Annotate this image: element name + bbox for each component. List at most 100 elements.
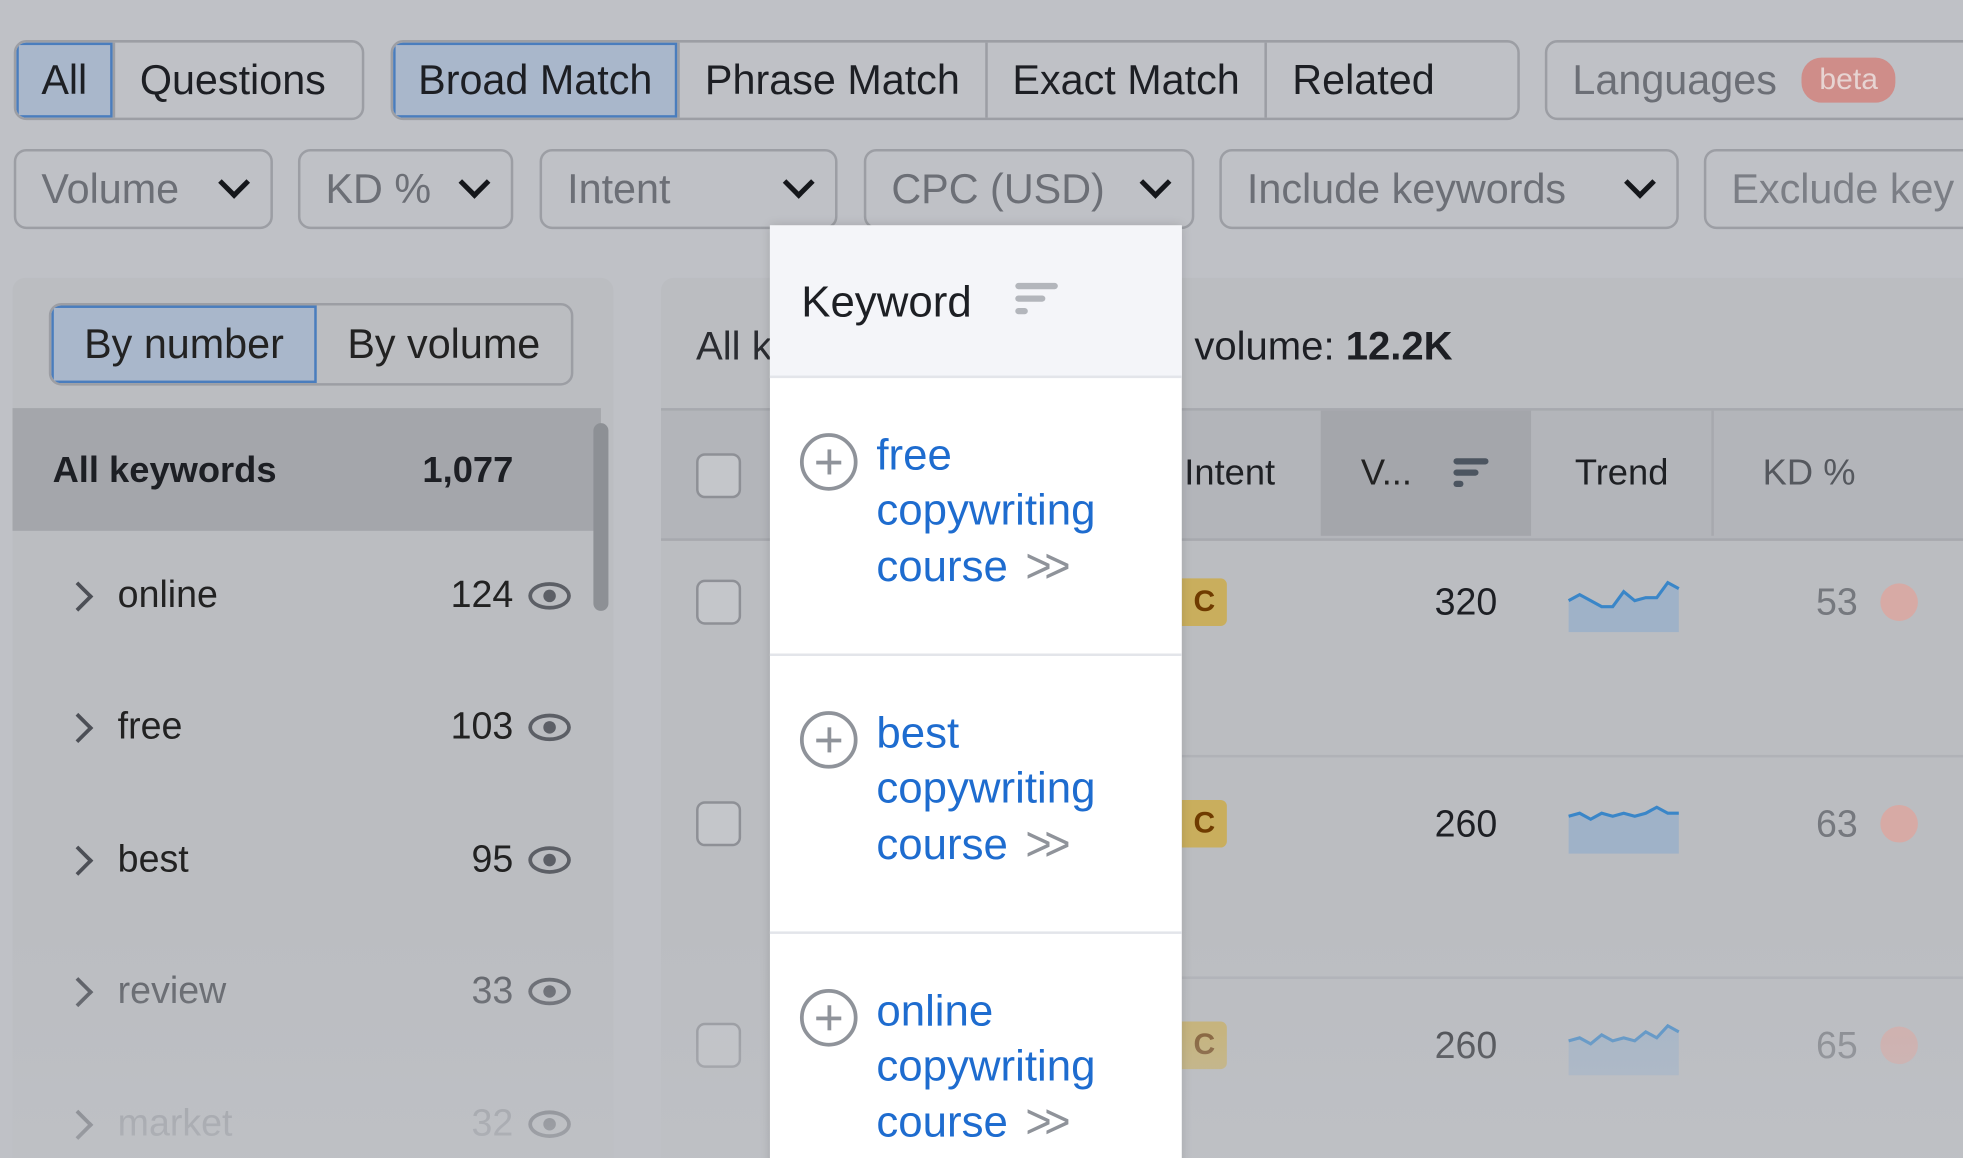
kd-filter-label: KD % <box>325 165 432 212</box>
group-row-market[interactable]: market 32 <box>13 1087 589 1158</box>
cpc-filter-label: CPC (USD) <box>891 165 1105 212</box>
chevron-down-icon <box>1624 166 1656 199</box>
trend-line <box>1568 805 1679 822</box>
languages-label: Languages <box>1572 56 1777 103</box>
row-checkbox[interactable] <box>696 801 742 847</box>
summary-prefix: All k <box>696 322 772 369</box>
tab-related[interactable]: Related <box>1264 42 1460 118</box>
keyword-cell: online copywriting course >> <box>770 934 1182 1158</box>
volume-value: 260 <box>1434 1025 1498 1067</box>
eye-icon[interactable] <box>528 846 571 874</box>
by-volume-button[interactable]: By volume <box>347 320 541 367</box>
intent-filter-label: Intent <box>567 165 671 212</box>
all-keywords-row[interactable]: All keywords 1,077 <box>12 408 601 531</box>
exclude-keywords-filter[interactable]: Exclude key <box>1703 148 1963 230</box>
keyword-cell: best copywriting course >> <box>769 656 1182 934</box>
tab-questions[interactable]: Questions <box>112 42 351 118</box>
intent-column-header[interactable]: Intent <box>1184 452 1276 493</box>
keyword-link[interactable]: free copywriting course >> <box>876 428 1151 595</box>
volume-filter-label: Volume <box>41 165 180 212</box>
volume-filter[interactable]: Volume <box>13 148 273 230</box>
tab-all[interactable]: All <box>16 42 113 118</box>
add-keyword-icon[interactable] <box>799 711 858 769</box>
keyword-cell: free copywriting course >> <box>769 378 1182 656</box>
all-keywords-label: All keywords <box>52 450 277 491</box>
group-sort-toggle: By number By volume <box>48 302 574 386</box>
chevron-down-icon <box>1139 166 1172 199</box>
group-name: best <box>117 838 189 881</box>
trend-line <box>1567 580 1680 609</box>
intent-filter[interactable]: Intent <box>539 148 838 230</box>
add-keyword-icon[interactable] <box>799 989 858 1047</box>
tab-phrase-match[interactable]: Phrase Match <box>677 42 984 118</box>
keyword-link[interactable]: best copywriting course >> <box>876 706 1151 873</box>
eye-icon[interactable] <box>528 582 571 610</box>
tab-broad-match[interactable]: Broad Match <box>393 42 678 118</box>
keyword-text: online copywriting course <box>876 986 1096 1147</box>
group-row-online[interactable]: online 124 <box>13 558 589 633</box>
kd-value: 53 <box>1816 582 1858 624</box>
volume-value: 12.2K <box>1345 322 1453 369</box>
add-keyword-icon[interactable] <box>799 433 858 491</box>
eye-icon[interactable] <box>528 977 571 1006</box>
intent-badge: C <box>1181 578 1227 626</box>
group-row-review[interactable]: review 33 <box>13 954 589 1029</box>
chevron-down-icon <box>218 166 251 199</box>
group-name: review <box>117 970 227 1012</box>
match-tabs: Broad Match Phrase Match Exact Match Rel… <box>390 40 1520 121</box>
chevron-down-icon <box>458 166 491 199</box>
volume-label: volume: <box>1194 322 1335 369</box>
double-chevron-right-icon[interactable]: >> <box>1025 536 1070 594</box>
group-name: market <box>117 1102 233 1145</box>
sort-icon[interactable] <box>1453 458 1489 487</box>
exclude-keywords-label: Exclude key <box>1731 165 1955 212</box>
type-tabs: All Questions <box>13 40 365 121</box>
group-count: 124 <box>450 574 514 616</box>
row-divider <box>1181 976 1963 979</box>
cpc-filter[interactable]: CPC (USD) <box>863 148 1195 230</box>
eye-icon[interactable] <box>528 1110 571 1138</box>
double-chevron-right-icon[interactable]: >> <box>1025 1092 1070 1150</box>
select-all-checkbox[interactable] <box>696 453 742 499</box>
sidebar-scrollbar[interactable] <box>593 423 609 611</box>
keyword-link[interactable]: online copywriting course >> <box>876 984 1151 1151</box>
trend-column-header: Trend <box>1574 452 1669 493</box>
column-divider <box>1711 410 1714 536</box>
tab-exact-match[interactable]: Exact Match <box>984 42 1265 118</box>
row-checkbox[interactable] <box>696 579 742 625</box>
total-volume: volume: 12.2K <box>1194 323 1452 369</box>
chevron-right-icon[interactable] <box>63 1109 94 1140</box>
group-name: online <box>117 574 218 616</box>
group-count: 32 <box>471 1102 514 1145</box>
intent-badge: C <box>1181 1021 1227 1070</box>
group-count: 95 <box>471 838 514 881</box>
include-keywords-filter[interactable]: Include keywords <box>1219 148 1679 230</box>
by-number-button[interactable]: By number <box>51 305 317 384</box>
kd-filter[interactable]: KD % <box>297 148 514 230</box>
chevron-right-icon[interactable] <box>63 976 94 1007</box>
double-chevron-right-icon[interactable]: >> <box>1025 814 1070 872</box>
group-row-free[interactable]: free 103 <box>13 690 589 765</box>
intent-badge: C <box>1181 799 1227 848</box>
volume-column-label: V... <box>1360 453 1412 494</box>
sort-icon[interactable] <box>1015 282 1058 315</box>
trend-area <box>1568 582 1679 633</box>
languages-dropdown[interactable]: Languages beta <box>1544 40 1963 121</box>
volume-value: 320 <box>1434 582 1498 624</box>
keyword-text: free copywriting course <box>876 430 1096 591</box>
chevron-right-icon[interactable] <box>63 845 94 876</box>
group-row-best[interactable]: best 95 <box>13 822 589 897</box>
kd-column-header[interactable]: KD % <box>1762 452 1856 493</box>
chevron-right-icon[interactable] <box>63 580 94 611</box>
eye-icon[interactable] <box>528 713 571 742</box>
keyword-column-header[interactable]: Keyword <box>769 225 1182 379</box>
kd-indicator-dot <box>1880 1026 1918 1065</box>
group-count: 103 <box>450 706 514 748</box>
row-checkbox[interactable] <box>696 1022 742 1068</box>
kd-indicator-dot <box>1880 583 1918 621</box>
chevron-right-icon[interactable] <box>63 712 94 743</box>
keyword-text: best copywriting course <box>876 708 1096 869</box>
volume-column-header[interactable]: V... <box>1320 410 1532 536</box>
trend-area <box>1568 807 1679 854</box>
trend-sparkline <box>1568 805 1679 854</box>
